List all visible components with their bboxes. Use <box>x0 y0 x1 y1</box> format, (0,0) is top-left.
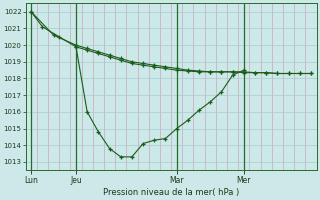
X-axis label: Pression niveau de la mer( hPa ): Pression niveau de la mer( hPa ) <box>103 188 239 197</box>
